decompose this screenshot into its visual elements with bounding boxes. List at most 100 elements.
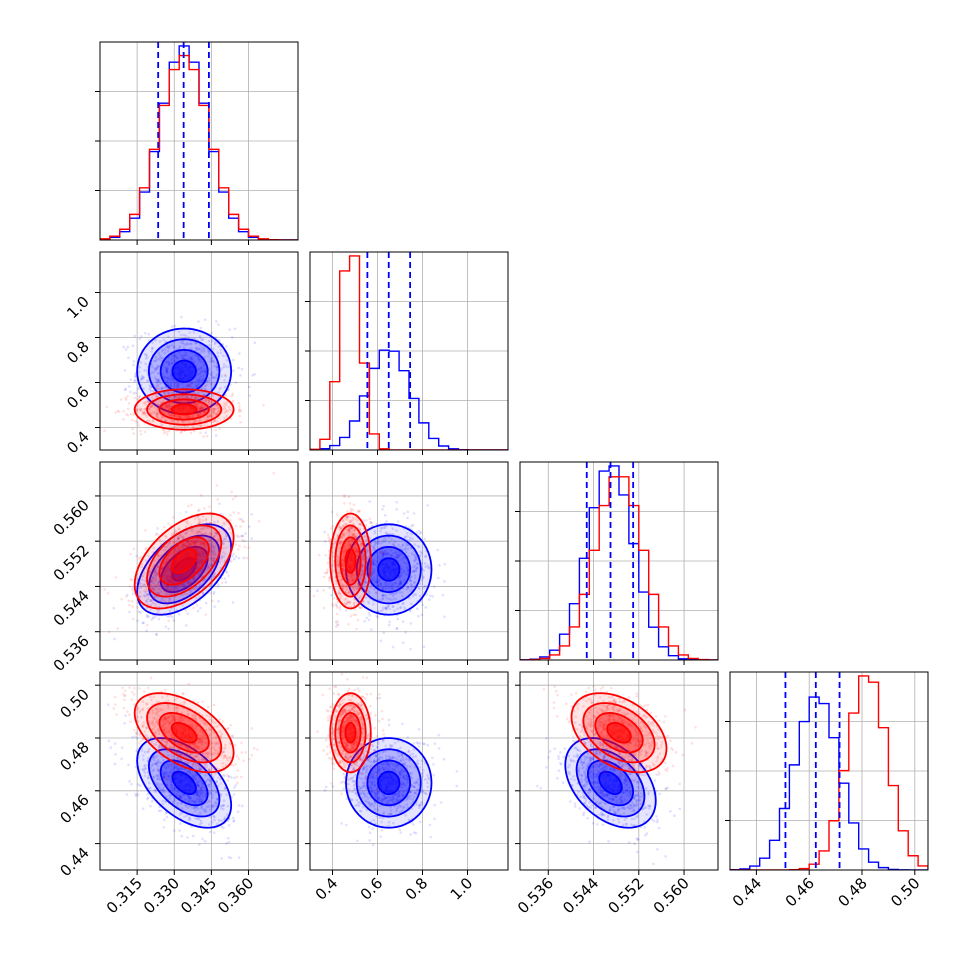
density-fill-series-2 [171, 549, 197, 573]
contour-series-2 [158, 536, 210, 586]
panel-frame [309, 671, 509, 871]
histogram-panel-4 [725, 671, 929, 875]
panel-frame [519, 671, 719, 871]
contour-series-2 [170, 721, 198, 744]
panel-background [100, 462, 298, 660]
density-fill-series-1 [172, 771, 196, 795]
tick-label: 0.48 [56, 738, 92, 774]
contour-series-2 [146, 702, 223, 764]
contour-series-1 [598, 770, 623, 796]
histogram-series-2 [520, 476, 718, 660]
contour-series-1 [366, 759, 412, 807]
contour-series-1 [159, 545, 209, 594]
contour-series-1 [564, 737, 657, 829]
contour-series-2 [344, 721, 357, 744]
contour-series-2 [334, 524, 367, 598]
tick-label: 0.544 [559, 874, 602, 917]
scatter-panel-2-1 [95, 251, 299, 455]
tick-label: 0.552 [605, 874, 648, 917]
tick-label: 0.6 [63, 383, 93, 413]
tick-label: 0.50 [56, 685, 92, 721]
tick-label: 0.44 [729, 874, 765, 910]
panel-frame [309, 461, 509, 661]
tick-label: 0.4 [312, 874, 342, 904]
tick-label: 0.560 [650, 874, 693, 917]
scatter-panel-3-2 [305, 461, 509, 665]
histogram-series-1 [730, 696, 928, 870]
tick-label: 0.8 [63, 338, 93, 368]
tick-label: 0.552 [50, 541, 93, 584]
tick-label: 0.536 [50, 632, 93, 675]
contour-series-1 [136, 327, 233, 415]
contour-series-1 [159, 759, 209, 807]
contour-series-2 [339, 712, 362, 754]
tick-label: 0.46 [56, 791, 92, 827]
contour-series-1 [345, 737, 433, 829]
contour-series-2 [334, 702, 367, 764]
contour-series-1 [147, 748, 221, 818]
tick-label: 1.0 [63, 293, 93, 323]
density-fill-series-2 [345, 549, 356, 573]
contour-series-2 [170, 548, 198, 574]
contour-series-2 [170, 403, 198, 416]
contour-series-2 [158, 398, 210, 421]
contour-series-2 [344, 548, 357, 574]
tick-label: 0.560 [50, 496, 93, 539]
scatter-panel-4-3 [515, 671, 719, 875]
tick-label: 0.536 [514, 874, 557, 917]
contour-series-1 [171, 770, 197, 795]
contour-series-1 [355, 748, 422, 818]
tick-label: 0.8 [402, 874, 432, 904]
tick-label: 0.4 [63, 428, 93, 458]
density-fill-series-2 [171, 404, 197, 415]
histogram-panel-2 [305, 251, 509, 455]
contour-series-2 [329, 512, 372, 610]
scatter-panel-4-2 [305, 671, 509, 875]
panel-frame [99, 251, 299, 451]
tick-label: 0.44 [56, 844, 92, 880]
contour-series-2 [133, 388, 235, 431]
tick-label: 0.46 [782, 874, 818, 910]
tick-label: 0.360 [214, 874, 257, 917]
contour-series-1 [377, 770, 401, 796]
contour-series-2 [329, 692, 372, 774]
contour-series-1 [147, 338, 221, 405]
density-fill-series-1 [172, 360, 196, 382]
tick-label: 1.0 [447, 874, 477, 904]
contour-series-1 [366, 545, 412, 594]
tick-label: 0.330 [140, 874, 183, 917]
contour-series-2 [582, 702, 656, 764]
panel-frame [99, 461, 299, 661]
contour-series-2 [146, 524, 223, 598]
contour-series-1 [355, 534, 422, 605]
density-fill-series-2 [345, 722, 356, 743]
tick-label: 0.544 [50, 587, 93, 630]
panel-frame [99, 671, 299, 871]
tick-label: 0.48 [834, 874, 870, 910]
contour-series-2 [570, 692, 668, 774]
contour-series-2 [594, 712, 644, 754]
histogram-series-2 [100, 54, 298, 240]
contour-series-2 [133, 512, 235, 610]
tick-label: 0.345 [177, 874, 220, 917]
contour-series-1 [171, 359, 197, 383]
contour-series-2 [606, 721, 632, 744]
scatter-panel-3-1 [95, 461, 299, 665]
scatter-panel-4-1 [95, 671, 299, 875]
density-fill-series-2 [171, 722, 197, 743]
density-fill-series-1 [378, 558, 400, 581]
contour-series-1 [575, 748, 646, 818]
contour-series-2 [339, 536, 362, 586]
tick-label: 0.315 [103, 874, 146, 917]
contour-series-1 [136, 737, 233, 829]
tick-label: 0.50 [887, 874, 923, 910]
tick-label: 0.6 [357, 874, 387, 904]
contour-series-2 [146, 393, 223, 426]
histogram-panel-3 [515, 461, 719, 665]
panel-background [310, 672, 508, 870]
histogram-series-2 [310, 255, 508, 450]
histogram-panel-1 [95, 41, 299, 245]
contour-series-2 [158, 712, 210, 754]
contour-series-1 [377, 557, 401, 582]
